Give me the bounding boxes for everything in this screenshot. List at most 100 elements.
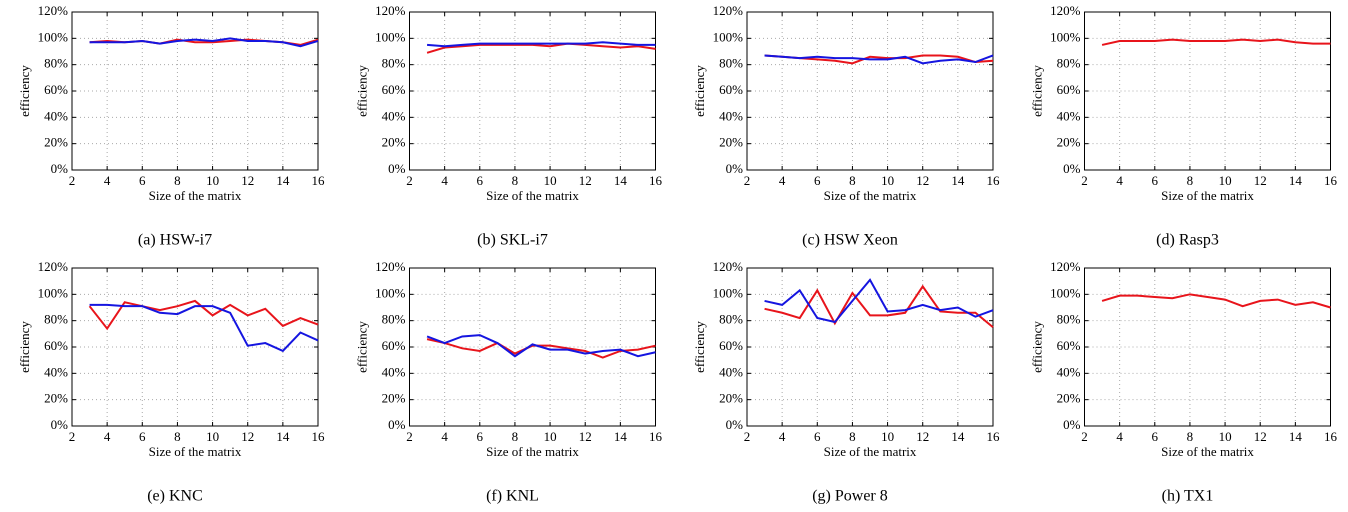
x-tick-label: 4 [779,173,786,188]
x-axis-label: Size of the matrix [149,188,242,203]
y-tick-label: 120% [38,259,69,274]
x-tick-label: 16 [1324,429,1338,444]
x-tick-label: 14 [951,173,965,188]
x-tick-label: 10 [881,173,894,188]
y-tick-label: 60% [719,338,743,353]
x-tick-label: 8 [1187,429,1194,444]
x-tick-label: 2 [744,173,751,188]
x-tick-label: 4 [779,429,786,444]
y-tick-label: 20% [44,391,68,406]
y-tick-label: 80% [719,56,743,71]
x-axis-label: Size of the matrix [824,188,917,203]
x-tick-label: 6 [814,429,821,444]
series-line [88,299,319,331]
y-tick-label: 80% [44,312,68,327]
y-tick-label: 20% [44,135,68,150]
x-tick-label: 14 [1289,429,1303,444]
x-tick-label: 4 [104,173,111,188]
y-axis-label: efficiency [354,65,369,117]
y-tick-label: 60% [1057,338,1081,353]
x-tick-label: 8 [849,429,856,444]
caption: (f) KNL [486,488,539,505]
x-tick-label: 14 [276,429,290,444]
x-tick-label: 12 [1254,173,1267,188]
y-tick-label: 100% [38,29,69,44]
y-axis-label: efficiency [17,321,32,373]
y-tick-label: 20% [382,391,406,406]
x-tick-label: 10 [544,173,557,188]
y-tick-label: 40% [382,108,406,123]
y-tick-label: 80% [382,56,406,71]
x-tick-label: 2 [1081,173,1088,188]
x-tick-label: 10 [544,429,557,444]
x-tick-label: 10 [1219,173,1232,188]
x-axis-label: Size of the matrix [486,444,579,459]
x-axis-label: Size of the matrix [149,444,242,459]
y-tick-label: 0% [388,417,406,432]
y-axis-label: efficiency [692,65,707,117]
caption: (b) SKL-i7 [477,232,548,249]
x-tick-label: 16 [987,173,1001,188]
y-tick-label: 80% [1057,56,1081,71]
x-tick-label: 8 [849,173,856,188]
x-tick-label: 12 [241,173,254,188]
y-tick-label: 40% [44,108,68,123]
caption: (c) HSW Xeon [802,232,898,249]
x-tick-label: 10 [206,429,219,444]
x-tick-label: 8 [512,173,519,188]
series-line [1101,38,1331,46]
x-tick-label: 2 [744,429,751,444]
series-line [426,42,656,54]
y-tick-label: 100% [375,29,406,44]
x-tick-label: 12 [579,429,592,444]
y-tick-label: 100% [1050,285,1081,300]
x-axis-label: Size of the matrix [486,188,579,203]
x-tick-label: 14 [276,173,290,188]
y-tick-label: 80% [719,312,743,327]
x-tick-label: 4 [1116,429,1123,444]
y-tick-label: 60% [1057,82,1081,97]
y-tick-label: 100% [375,285,406,300]
x-axis-label: Size of the matrix [824,444,917,459]
series-line [764,278,994,324]
y-tick-label: 0% [51,417,69,432]
x-tick-label: 12 [241,429,254,444]
y-tick-label: 60% [719,82,743,97]
plot-frame [1084,11,1331,171]
x-tick-label: 4 [441,429,448,444]
x-tick-label: 10 [881,429,894,444]
x-tick-label: 12 [1254,429,1267,444]
y-tick-label: 60% [44,82,68,97]
plot-frame [746,267,994,427]
x-tick-label: 8 [512,429,519,444]
y-tick-label: 100% [713,285,744,300]
x-tick-label: 16 [649,173,663,188]
y-tick-label: 40% [44,364,68,379]
x-tick-label: 12 [579,173,592,188]
y-tick-label: 20% [719,391,743,406]
x-axis-label: Size of the matrix [1161,188,1254,203]
plot-frame [71,11,319,171]
x-tick-label: 2 [69,429,76,444]
x-tick-label: 4 [441,173,448,188]
y-tick-label: 80% [382,312,406,327]
x-axis-label: Size of the matrix [1161,444,1254,459]
series-line [89,303,319,353]
x-tick-label: 16 [312,173,326,188]
plot-frame [409,11,656,171]
x-tick-label: 16 [312,429,326,444]
y-tick-label: 0% [726,417,744,432]
caption: (d) Rasp3 [1156,232,1219,249]
caption: (a) HSW-i7 [138,232,212,249]
y-axis-label: efficiency [1029,321,1044,373]
x-tick-label: 6 [477,429,484,444]
y-tick-label: 40% [1057,108,1081,123]
series-line [764,54,994,65]
y-tick-label: 120% [713,259,744,274]
x-tick-label: 6 [1152,429,1159,444]
y-tick-label: 120% [1050,3,1081,18]
y-tick-label: 120% [713,3,744,18]
y-axis-label: efficiency [17,65,32,117]
y-tick-label: 80% [44,56,68,71]
plot-frame [746,11,994,171]
